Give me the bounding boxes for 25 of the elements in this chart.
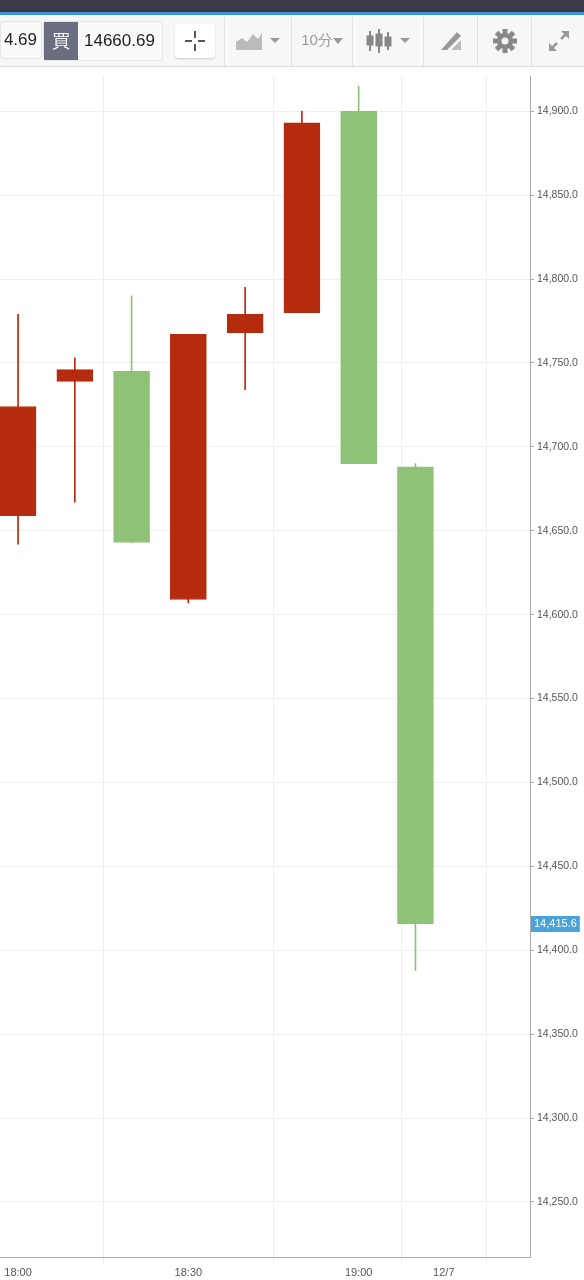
x-tick-label: 18:30 — [174, 1266, 203, 1279]
text: 4.69 — [3, 30, 37, 50]
y-tick-label: 14,850.0 — [537, 188, 579, 200]
y-tick-label: 14,500.0 — [537, 775, 579, 788]
y-tick-label: 14,750.0 — [537, 355, 579, 368]
text: 10分 — [301, 31, 333, 50]
y-tick-label: 14,650.0 — [537, 523, 579, 536]
y-tick-label: 14,700.0 — [537, 439, 579, 452]
candlestick — [56, 357, 94, 503]
x-tick-label: 18:00 — [4, 1266, 32, 1279]
y-tick-label: 14,900.0 — [537, 104, 579, 117]
candlestick — [226, 287, 264, 391]
y-tick-label: 14,400.0 — [537, 943, 579, 956]
y-tick-label: 14,350.0 — [537, 1027, 579, 1040]
y-tick-label: 14,300.0 — [537, 1110, 579, 1123]
text: 14,415.6 — [534, 917, 577, 930]
x-tick-label: 19:00 — [344, 1266, 373, 1279]
text: 買 — [52, 30, 70, 53]
y-tick-label: 14,600.0 — [537, 607, 579, 620]
y-tick-label: 14,550.0 — [537, 691, 579, 704]
text: 14660.69 — [84, 31, 155, 51]
y-tick-label: 14,250.0 — [537, 1194, 579, 1207]
x-tick-label: 12/7 — [433, 1266, 455, 1279]
y-tick-label: 14,450.0 — [537, 859, 579, 872]
y-tick-label: 14,800.0 — [537, 271, 579, 284]
